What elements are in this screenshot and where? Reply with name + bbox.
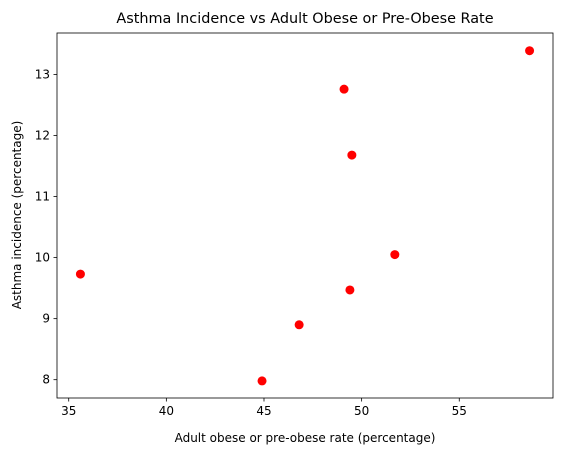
plot-frame: [56, 32, 554, 399]
y-axis-label: Asthma incidence (percentage): [10, 121, 24, 310]
data-point: [75, 269, 85, 279]
x-axis-ticks: 35 40 45 50 55: [61, 398, 467, 418]
data-point: [525, 46, 535, 56]
chart-title: Asthma Incidence vs Adult Obese or Pre-O…: [116, 11, 493, 27]
x-tick-label: 55: [452, 404, 467, 418]
data-point: [345, 285, 355, 295]
data-point: [347, 150, 357, 160]
x-tick-label: 35: [61, 404, 76, 418]
x-axis-label: Adult obese or pre-obese rate (percentag…: [175, 431, 436, 445]
x-tick-label: 45: [256, 404, 271, 418]
y-tick-label: 13: [35, 68, 50, 82]
y-tick-label: 8: [42, 373, 50, 387]
y-axis-ticks: 8 9 10 11 12 13: [35, 68, 57, 387]
y-tick-label: 11: [35, 190, 50, 204]
data-points: [75, 46, 535, 386]
y-tick-label: 9: [42, 312, 50, 326]
x-tick-label: 40: [159, 404, 174, 418]
data-point: [339, 84, 349, 94]
data-point: [257, 376, 267, 386]
data-point: [294, 320, 304, 330]
x-tick-label: 50: [354, 404, 369, 418]
y-tick-label: 12: [35, 129, 50, 143]
data-point: [390, 250, 400, 260]
y-tick-label: 10: [35, 251, 50, 265]
